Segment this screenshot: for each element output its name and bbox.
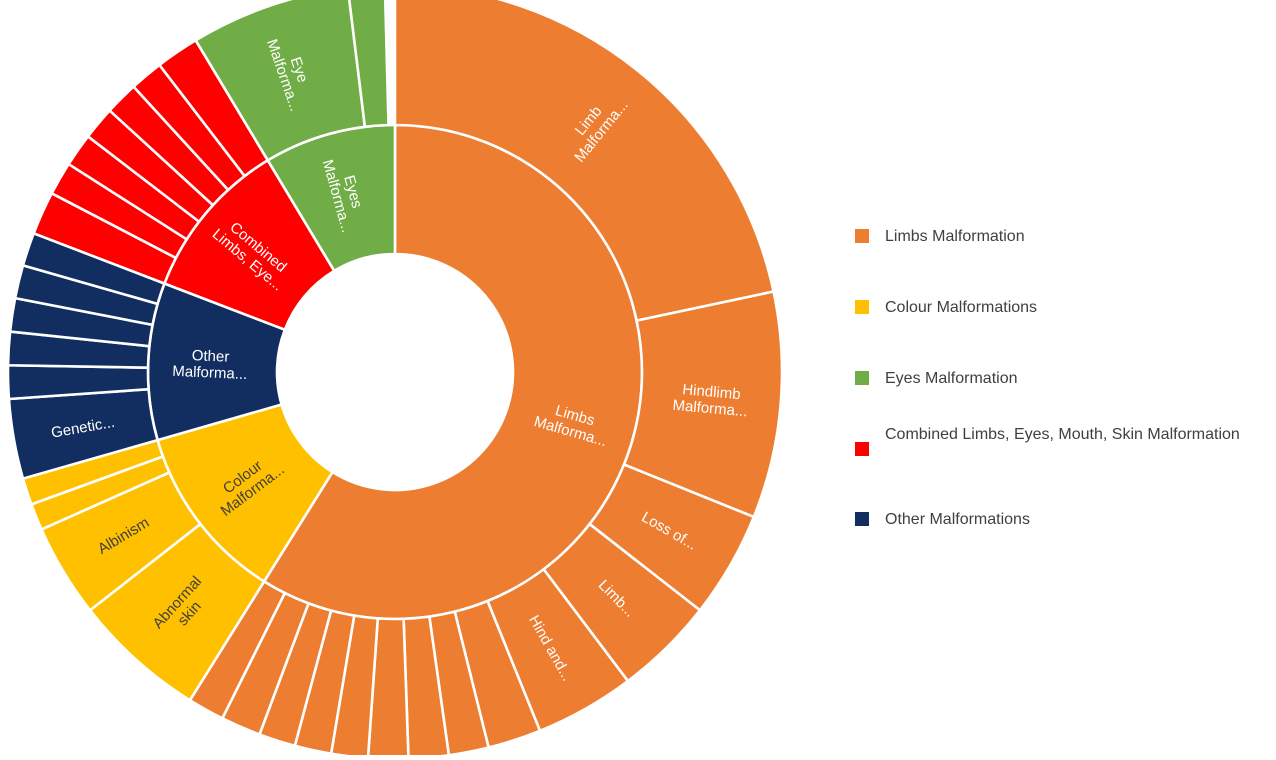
legend-label: Colour Malformations (885, 299, 1038, 316)
legend-item-2: Eyes Malformation (848, 368, 1272, 390)
legend-swatch-icon (855, 300, 869, 314)
legend-item-0: Limbs Malformation (848, 226, 1272, 248)
sunburst-svg: LimbsMalforma...ColourMalforma...OtherMa… (6, 0, 784, 760)
sunburst-chart: LimbsMalforma... ColourMalforma... OtherMa… (6, 0, 784, 760)
legend-label: Combined Limbs, Eyes, Mouth, Skin Malfor… (885, 426, 1240, 443)
sunburst-segment-outer-0 (393, 0, 775, 322)
legend-swatch-icon (855, 442, 869, 456)
legend-label: Other Malformations (885, 511, 1030, 528)
sunburst-segment-outer-32 (348, 0, 390, 129)
legend-item-4: Other Malformations (848, 509, 1272, 531)
sunburst-segment-outer-31 (194, 0, 367, 162)
legend-swatch-icon (855, 371, 869, 385)
legend-swatch-icon (855, 512, 869, 526)
legend-item-1: Colour Malformations (848, 297, 1272, 319)
segment-label: OtherMalforma... (172, 346, 248, 383)
legend-item-3: Combined Limbs, Eyes, Mouth, Skin Malfor… (848, 420, 1272, 456)
legend-label: Limbs Malformation (885, 228, 1025, 245)
legend-swatch-icon (855, 229, 869, 243)
chart-legend: Limbs Malformation Colour Malformations Ey… (848, 0, 1272, 755)
legend-label: Eyes Malformation (885, 370, 1018, 387)
segment-label: HindlimbMalforma... (672, 380, 750, 420)
